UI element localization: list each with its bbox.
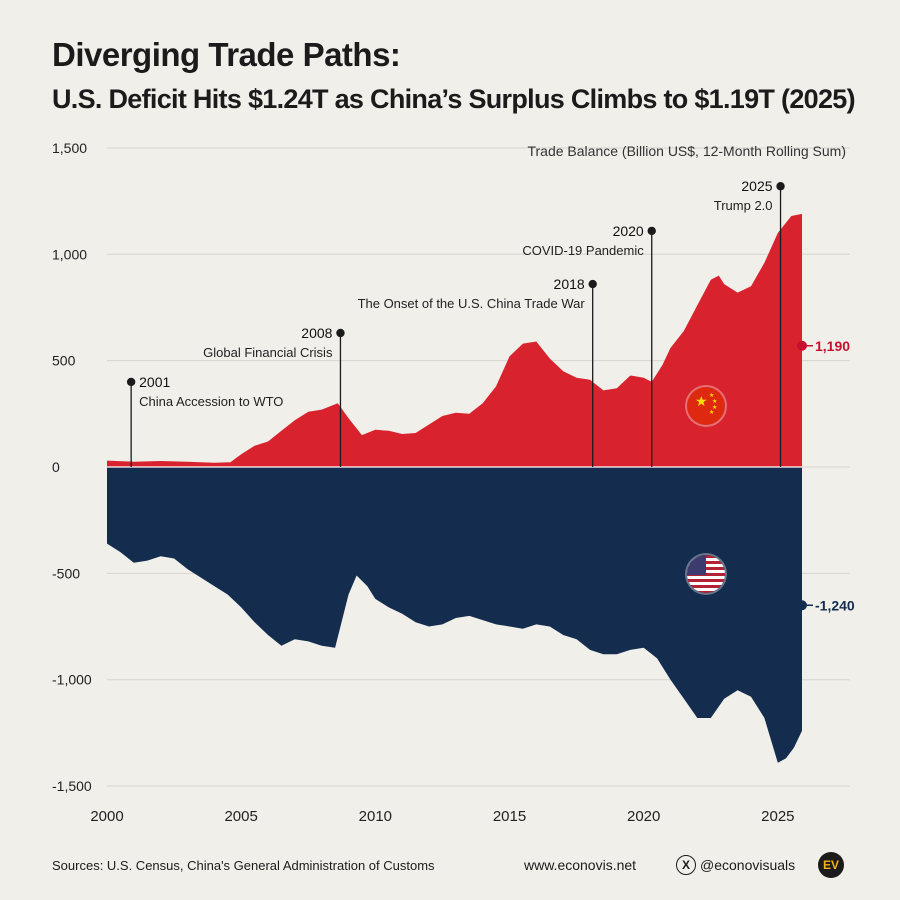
annotation-dot <box>647 226 656 236</box>
x-tick-label: 2005 <box>224 808 257 825</box>
x-tick-label: 2015 <box>493 808 526 825</box>
x-tick-label: 2020 <box>627 808 660 825</box>
website-link[interactable]: www.econovis.net <box>524 857 637 873</box>
annotation-label: Global Financial Crisis <box>203 345 333 360</box>
annotation-label: COVID-19 Pandemic <box>522 243 644 258</box>
annotation-dot <box>126 377 136 387</box>
annotation-year: 2001 <box>139 374 170 390</box>
annotation-year: 2008 <box>301 325 332 341</box>
annotation-year: 2018 <box>554 276 585 292</box>
y-tick-label: -1,000 <box>52 672 92 688</box>
annotation-year: 2020 <box>613 223 644 239</box>
annotation-label: Trump 2.0 <box>714 198 773 213</box>
china-end-dot <box>797 340 807 351</box>
annotation-label: China Accession to WTO <box>139 394 283 409</box>
x-tick-label: 2025 <box>761 808 794 825</box>
x-tick-label: 2000 <box>90 808 123 825</box>
chart-headline: U.S. Deficit Hits $1.24T as China’s Surp… <box>52 84 856 114</box>
chart-title: Diverging Trade Paths: <box>52 36 401 73</box>
y-tick-label: 0 <box>52 459 60 475</box>
x-tick-label: 2010 <box>359 808 392 825</box>
sources-note: Sources: U.S. Census, China's General Ad… <box>52 858 435 873</box>
us-end-dot <box>797 600 807 611</box>
china-flag-icon: ★ ★ ★ ★ ★ <box>687 387 725 425</box>
y-tick-label: 500 <box>52 353 76 369</box>
china-surplus-area <box>107 213 802 467</box>
us-flag-icon <box>687 555 725 593</box>
annotation-year: 2025 <box>741 178 772 194</box>
chart-subtitle: Trade Balance (Billion US$, 12-Month Rol… <box>527 143 846 159</box>
annotation-dot <box>336 328 345 338</box>
annotation-dot <box>776 182 785 191</box>
y-tick-label: -500 <box>52 565 80 581</box>
x-logo-icon: X <box>676 855 696 875</box>
annotation-label: The Onset of the U.S. China Trade War <box>358 296 586 311</box>
us-end-label: -1,240 <box>815 597 855 613</box>
y-tick-label: 1,500 <box>52 140 87 156</box>
social-handle[interactable]: @econovisuals <box>700 857 796 873</box>
y-tick-label: 1,000 <box>52 246 87 262</box>
annotation-dot <box>588 279 597 289</box>
econovis-logo: EV <box>818 852 844 878</box>
y-tick-label: -1,500 <box>52 778 92 794</box>
us-deficit-area <box>107 467 802 763</box>
china-end-label: 1,190 <box>815 338 850 354</box>
